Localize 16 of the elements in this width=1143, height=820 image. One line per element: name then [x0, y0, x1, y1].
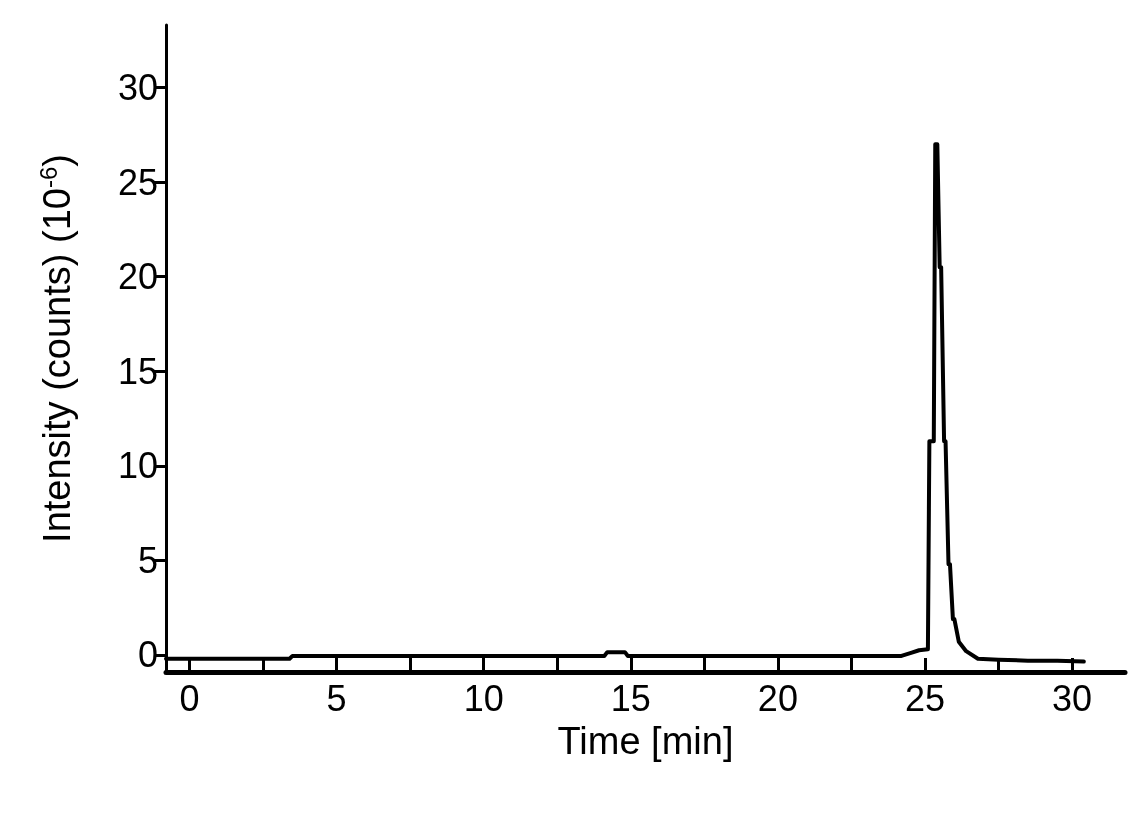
x-tick-label: 10 — [463, 677, 504, 719]
x-tick-label: 5 — [326, 677, 347, 719]
x-tick-label: 0 — [179, 677, 200, 719]
y-tick-label: 10 — [117, 445, 158, 487]
y-tick-label: 30 — [117, 66, 158, 108]
x-tick-label: 20 — [757, 677, 798, 719]
y-axis-title: Intensity (counts) (10-6) — [34, 154, 78, 543]
x-tick-label: 25 — [904, 677, 945, 719]
y-tick-label: 5 — [137, 539, 158, 581]
x-tick-label: 15 — [610, 677, 651, 719]
y-tick-label: 25 — [117, 161, 158, 203]
x-axis-title: Time [min] — [557, 720, 734, 762]
x-tick-label: 30 — [1052, 677, 1093, 719]
y-tick-label: 15 — [117, 350, 158, 392]
y-tick-label: 0 — [137, 634, 158, 676]
y-tick-label: 20 — [117, 256, 158, 298]
